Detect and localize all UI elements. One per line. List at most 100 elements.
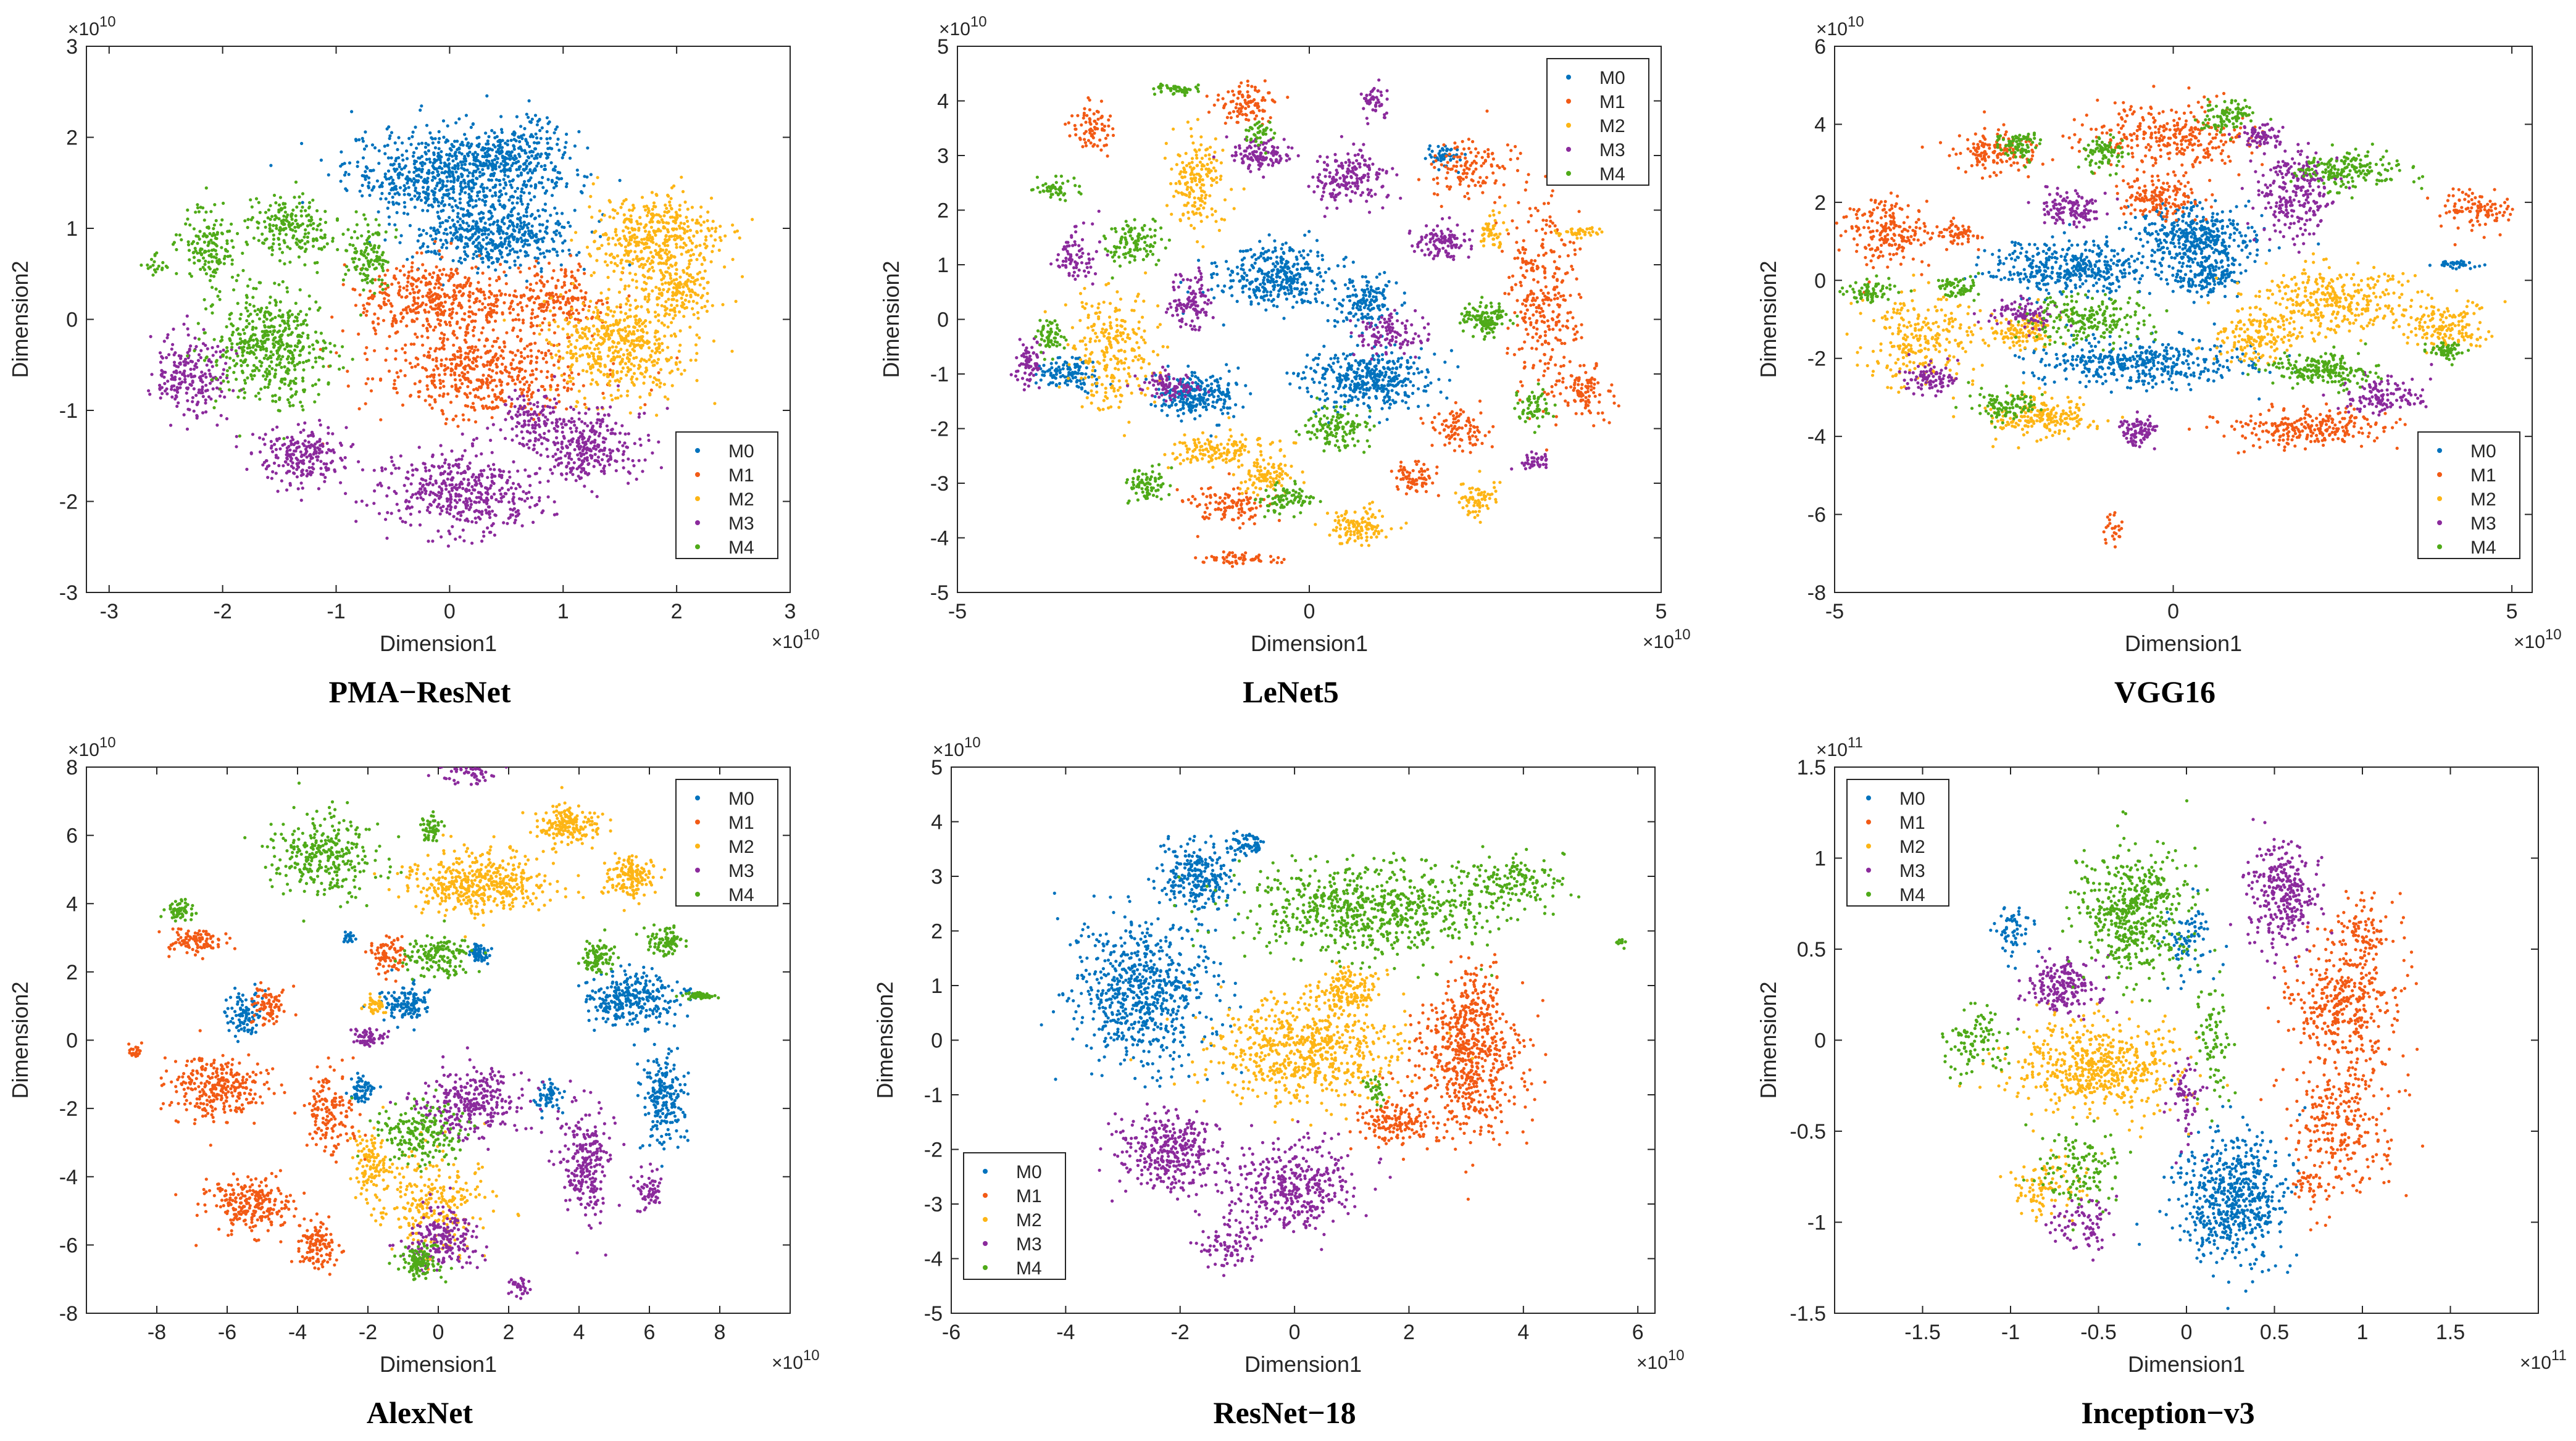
- point-M1: [498, 346, 501, 349]
- point-M3: [444, 484, 448, 488]
- point-M0: [405, 149, 409, 153]
- point-M2: [669, 334, 673, 338]
- point-M1: [567, 336, 571, 339]
- point-M0: [443, 164, 447, 168]
- point-M1: [402, 273, 406, 277]
- point-M2: [543, 299, 546, 303]
- point-M0: [533, 114, 538, 117]
- point-M0: [422, 228, 425, 233]
- point-M3: [575, 439, 579, 442]
- point-M3: [486, 505, 491, 509]
- point-M0: [377, 210, 380, 214]
- point-M0: [393, 192, 397, 196]
- point-M3: [544, 415, 548, 419]
- point-M1: [552, 363, 556, 367]
- point-M3: [594, 447, 598, 451]
- point-M0: [504, 231, 509, 235]
- point-M1: [455, 286, 459, 289]
- point-M2: [675, 236, 680, 239]
- point-M2: [694, 221, 698, 225]
- point-M2: [640, 262, 643, 267]
- point-M2: [669, 276, 673, 280]
- point-M0: [451, 259, 455, 262]
- point-M0: [461, 160, 465, 164]
- point-M1: [538, 279, 542, 283]
- point-M2: [689, 254, 693, 257]
- point-M2: [654, 243, 658, 246]
- point-M1: [558, 355, 562, 359]
- point-M1: [554, 293, 558, 296]
- point-M2: [689, 293, 693, 297]
- point-M2: [649, 225, 653, 229]
- point-M1: [486, 360, 490, 364]
- point-M3: [589, 454, 593, 457]
- point-M1: [567, 311, 571, 315]
- point-M3: [637, 459, 641, 462]
- point-M2: [645, 214, 649, 217]
- point-M0: [470, 189, 474, 193]
- point-M3: [561, 446, 564, 451]
- point-M3: [432, 465, 436, 468]
- point-M0: [448, 215, 451, 219]
- point-M3: [443, 461, 447, 465]
- point-M2: [693, 291, 697, 295]
- point-M2: [585, 370, 589, 373]
- point-M0: [528, 144, 531, 148]
- point-M1: [476, 355, 480, 359]
- point-M3: [557, 462, 561, 465]
- point-M0: [383, 144, 386, 148]
- point-M2: [596, 176, 599, 180]
- point-M0: [446, 188, 450, 192]
- point-M0: [534, 183, 538, 186]
- point-M1: [541, 321, 544, 325]
- point-M3: [361, 468, 365, 471]
- point-M0: [487, 255, 491, 259]
- point-M3: [454, 492, 458, 496]
- point-M3: [659, 466, 663, 470]
- point-M1: [521, 377, 525, 381]
- point-M3: [360, 499, 364, 503]
- point-M2: [738, 236, 741, 240]
- point-M0: [573, 209, 577, 212]
- point-M1: [467, 352, 470, 355]
- point-M0: [522, 214, 526, 218]
- point-M1: [414, 365, 417, 368]
- point-M1: [511, 318, 515, 322]
- point-M3: [468, 461, 472, 465]
- point-M0: [459, 180, 463, 184]
- point-M0: [412, 162, 416, 166]
- point-M1: [449, 373, 453, 377]
- point-M1: [437, 305, 441, 309]
- point-M3: [311, 444, 315, 447]
- point-M3: [148, 392, 152, 396]
- point-M0: [477, 230, 481, 234]
- point-M0: [545, 249, 549, 253]
- point-M2: [640, 249, 643, 253]
- point-M2: [674, 261, 678, 265]
- point-M1: [415, 317, 419, 321]
- point-M1: [452, 283, 456, 287]
- point-M3: [448, 532, 452, 536]
- point-M2: [557, 349, 561, 353]
- point-M2: [690, 288, 694, 292]
- point-M0: [465, 152, 470, 156]
- point-M3: [270, 476, 273, 480]
- point-M3: [450, 449, 454, 453]
- point-M1: [509, 305, 512, 309]
- point-M2: [657, 314, 661, 317]
- point-M3: [528, 439, 532, 442]
- point-M0: [370, 143, 375, 147]
- point-M1: [464, 333, 468, 338]
- point-M2: [643, 237, 646, 241]
- point-M2: [690, 241, 694, 245]
- point-M3: [598, 425, 602, 428]
- point-M3: [536, 438, 541, 442]
- point-M3: [305, 469, 309, 473]
- point-M2: [613, 209, 617, 212]
- point-M2: [675, 213, 679, 217]
- point-M2: [637, 226, 641, 230]
- point-M0: [430, 189, 434, 193]
- point-M1: [520, 391, 524, 394]
- point-M3: [177, 401, 180, 405]
- point-M1: [398, 293, 401, 297]
